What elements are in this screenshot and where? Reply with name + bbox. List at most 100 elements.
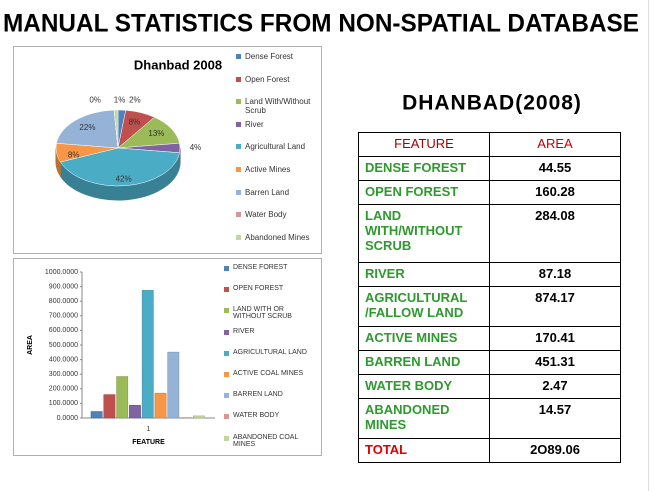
y-tick-label: 600.0000 (49, 327, 78, 334)
legend-item: ABANDONED COAL MINES (224, 434, 318, 448)
y-tick-label: 800.0000 (49, 298, 78, 305)
feature-cell: RIVER (358, 262, 490, 287)
pie-value-label: 4% (190, 143, 202, 152)
legend-item: Open Forest (236, 75, 316, 84)
bar (154, 392, 167, 419)
table-row: ACTIVE MINES 170.41 (358, 326, 621, 351)
y-tick-label: 200.0000 (49, 386, 78, 393)
pie-value-label: 8% (68, 151, 80, 160)
legend-swatch (236, 76, 241, 82)
area-cell: 451.31 (489, 350, 621, 375)
pie-value-label: 13% (148, 129, 164, 138)
bar (90, 411, 103, 419)
legend-swatch (224, 414, 229, 420)
legend-swatch (236, 234, 241, 240)
bar (116, 376, 129, 419)
legend-label: DENSE FOREST (233, 264, 288, 271)
area-cell: 284.08 (489, 204, 621, 263)
table-row: DENSE FOREST 44.55 (358, 156, 621, 181)
total-label: TOTAL (358, 438, 490, 463)
pie-value-label: 2% (129, 96, 141, 105)
legend-swatch (224, 329, 229, 335)
table-header-cell: AREA (489, 132, 621, 157)
feature-cell: LAND WITH/WITHOUT SCRUB (358, 204, 490, 263)
legend-item: Water Body (236, 210, 316, 219)
legend-swatch (224, 308, 229, 314)
legend-label: Water Body (245, 210, 287, 220)
table-heading: DHANBAD(2008) (402, 92, 582, 115)
feature-cell: DENSE FOREST (358, 156, 490, 181)
feature-cell: ACTIVE MINES (358, 326, 490, 351)
area-cell: 44.55 (489, 156, 621, 181)
legend-item: Land With/Without Scrub (236, 97, 316, 115)
legend-item: ACTIVE COAL MINES (224, 370, 318, 377)
legend-item: Barren Land (236, 188, 316, 197)
feature-cell: OPEN FOREST (358, 180, 490, 205)
legend-label: OPEN FOREST (233, 285, 284, 293)
legend-item: AGRICULTURAL LAND (224, 349, 318, 356)
y-tick-label: 400.0000 (49, 356, 78, 363)
legend-label: Open Forest (245, 74, 290, 84)
pie-value-label: 0% (89, 96, 101, 105)
legend-swatch (236, 54, 241, 59)
legend-label: WATER BODY (233, 412, 280, 420)
area-cell: 160.28 (489, 180, 621, 205)
table-row: RIVER 87.18 (358, 262, 621, 287)
y-axis-title: AREA (27, 335, 34, 355)
legend-label: Agricultural Land (245, 142, 306, 152)
legend-swatch (236, 167, 241, 172)
legend-item: BARREN LAND (224, 391, 318, 399)
legend-item: LAND WITH OR WITHOUT SCRUB (224, 306, 318, 320)
legend-item: DENSE FOREST (224, 264, 318, 271)
legend-swatch (236, 189, 241, 195)
legend-label: Barren Land (245, 187, 290, 197)
table-row: ABANDONED MINES 14.57 (358, 398, 621, 439)
legend-swatch (224, 266, 229, 271)
y-tick-label: 700.0000 (49, 313, 78, 320)
bar (103, 394, 116, 419)
feature-cell: AGRICULTURAL /FALLOW LAND (358, 286, 490, 327)
pie-slice (113, 109, 119, 149)
legend-label: ABANDONED COAL MINES (233, 433, 299, 448)
legend-item: Active Mines (236, 165, 316, 174)
bar (192, 415, 205, 419)
pie-value-label: 22% (79, 123, 95, 132)
total-value: 2O89.06 (489, 438, 621, 463)
table-header-row: FEATURE AREA (358, 132, 621, 157)
legend-swatch (224, 372, 229, 377)
legend-label: River (245, 119, 264, 129)
chart-title: Dhanbad 2008 (134, 57, 222, 72)
legend-swatch (224, 350, 229, 356)
legend-item: Agricultural Land (236, 142, 316, 151)
legend-label: ACTIVE COAL MINES (233, 370, 304, 377)
legend-label: RIVER (233, 327, 255, 335)
table-row: LAND WITH/WITHOUT SCRUB 284.08 (358, 204, 621, 263)
legend-swatch (224, 393, 229, 399)
legend-label: AGRICULTURAL LAND (233, 348, 307, 356)
legend-label: LAND WITH OR WITHOUT SCRUB (233, 306, 292, 321)
legend-item: Abandoned Mines (236, 233, 316, 242)
legend-label: Land With/Without Scrub (245, 97, 311, 116)
pie-slice (56, 109, 119, 149)
legend-label: Active Mines (245, 165, 291, 174)
legend-item: RIVER (224, 328, 318, 335)
table-total-row: TOTAL 2O89.06 (358, 438, 621, 463)
y-tick-label: 0.0000 (57, 415, 79, 422)
bar (167, 351, 180, 419)
x-axis-title: FEATURE (132, 439, 165, 446)
legend-swatch (236, 121, 241, 127)
table-header-cell: FEATURE (358, 132, 490, 157)
legend-swatch (236, 144, 241, 150)
legend-label: Dense Forest (245, 52, 294, 61)
pie-value-label: 8% (129, 118, 141, 127)
area-cell: 874.17 (489, 286, 621, 327)
feature-cell: WATER BODY (358, 374, 490, 399)
x-tick-label: 1 (147, 426, 151, 433)
y-tick-label: 300.0000 (49, 371, 78, 378)
pie-slice (59, 147, 180, 187)
table-row: BARREN LAND 451.31 (358, 350, 621, 375)
legend-label: BARREN LAND (233, 391, 283, 399)
table-row: WATER BODY 2.47 (358, 374, 621, 399)
